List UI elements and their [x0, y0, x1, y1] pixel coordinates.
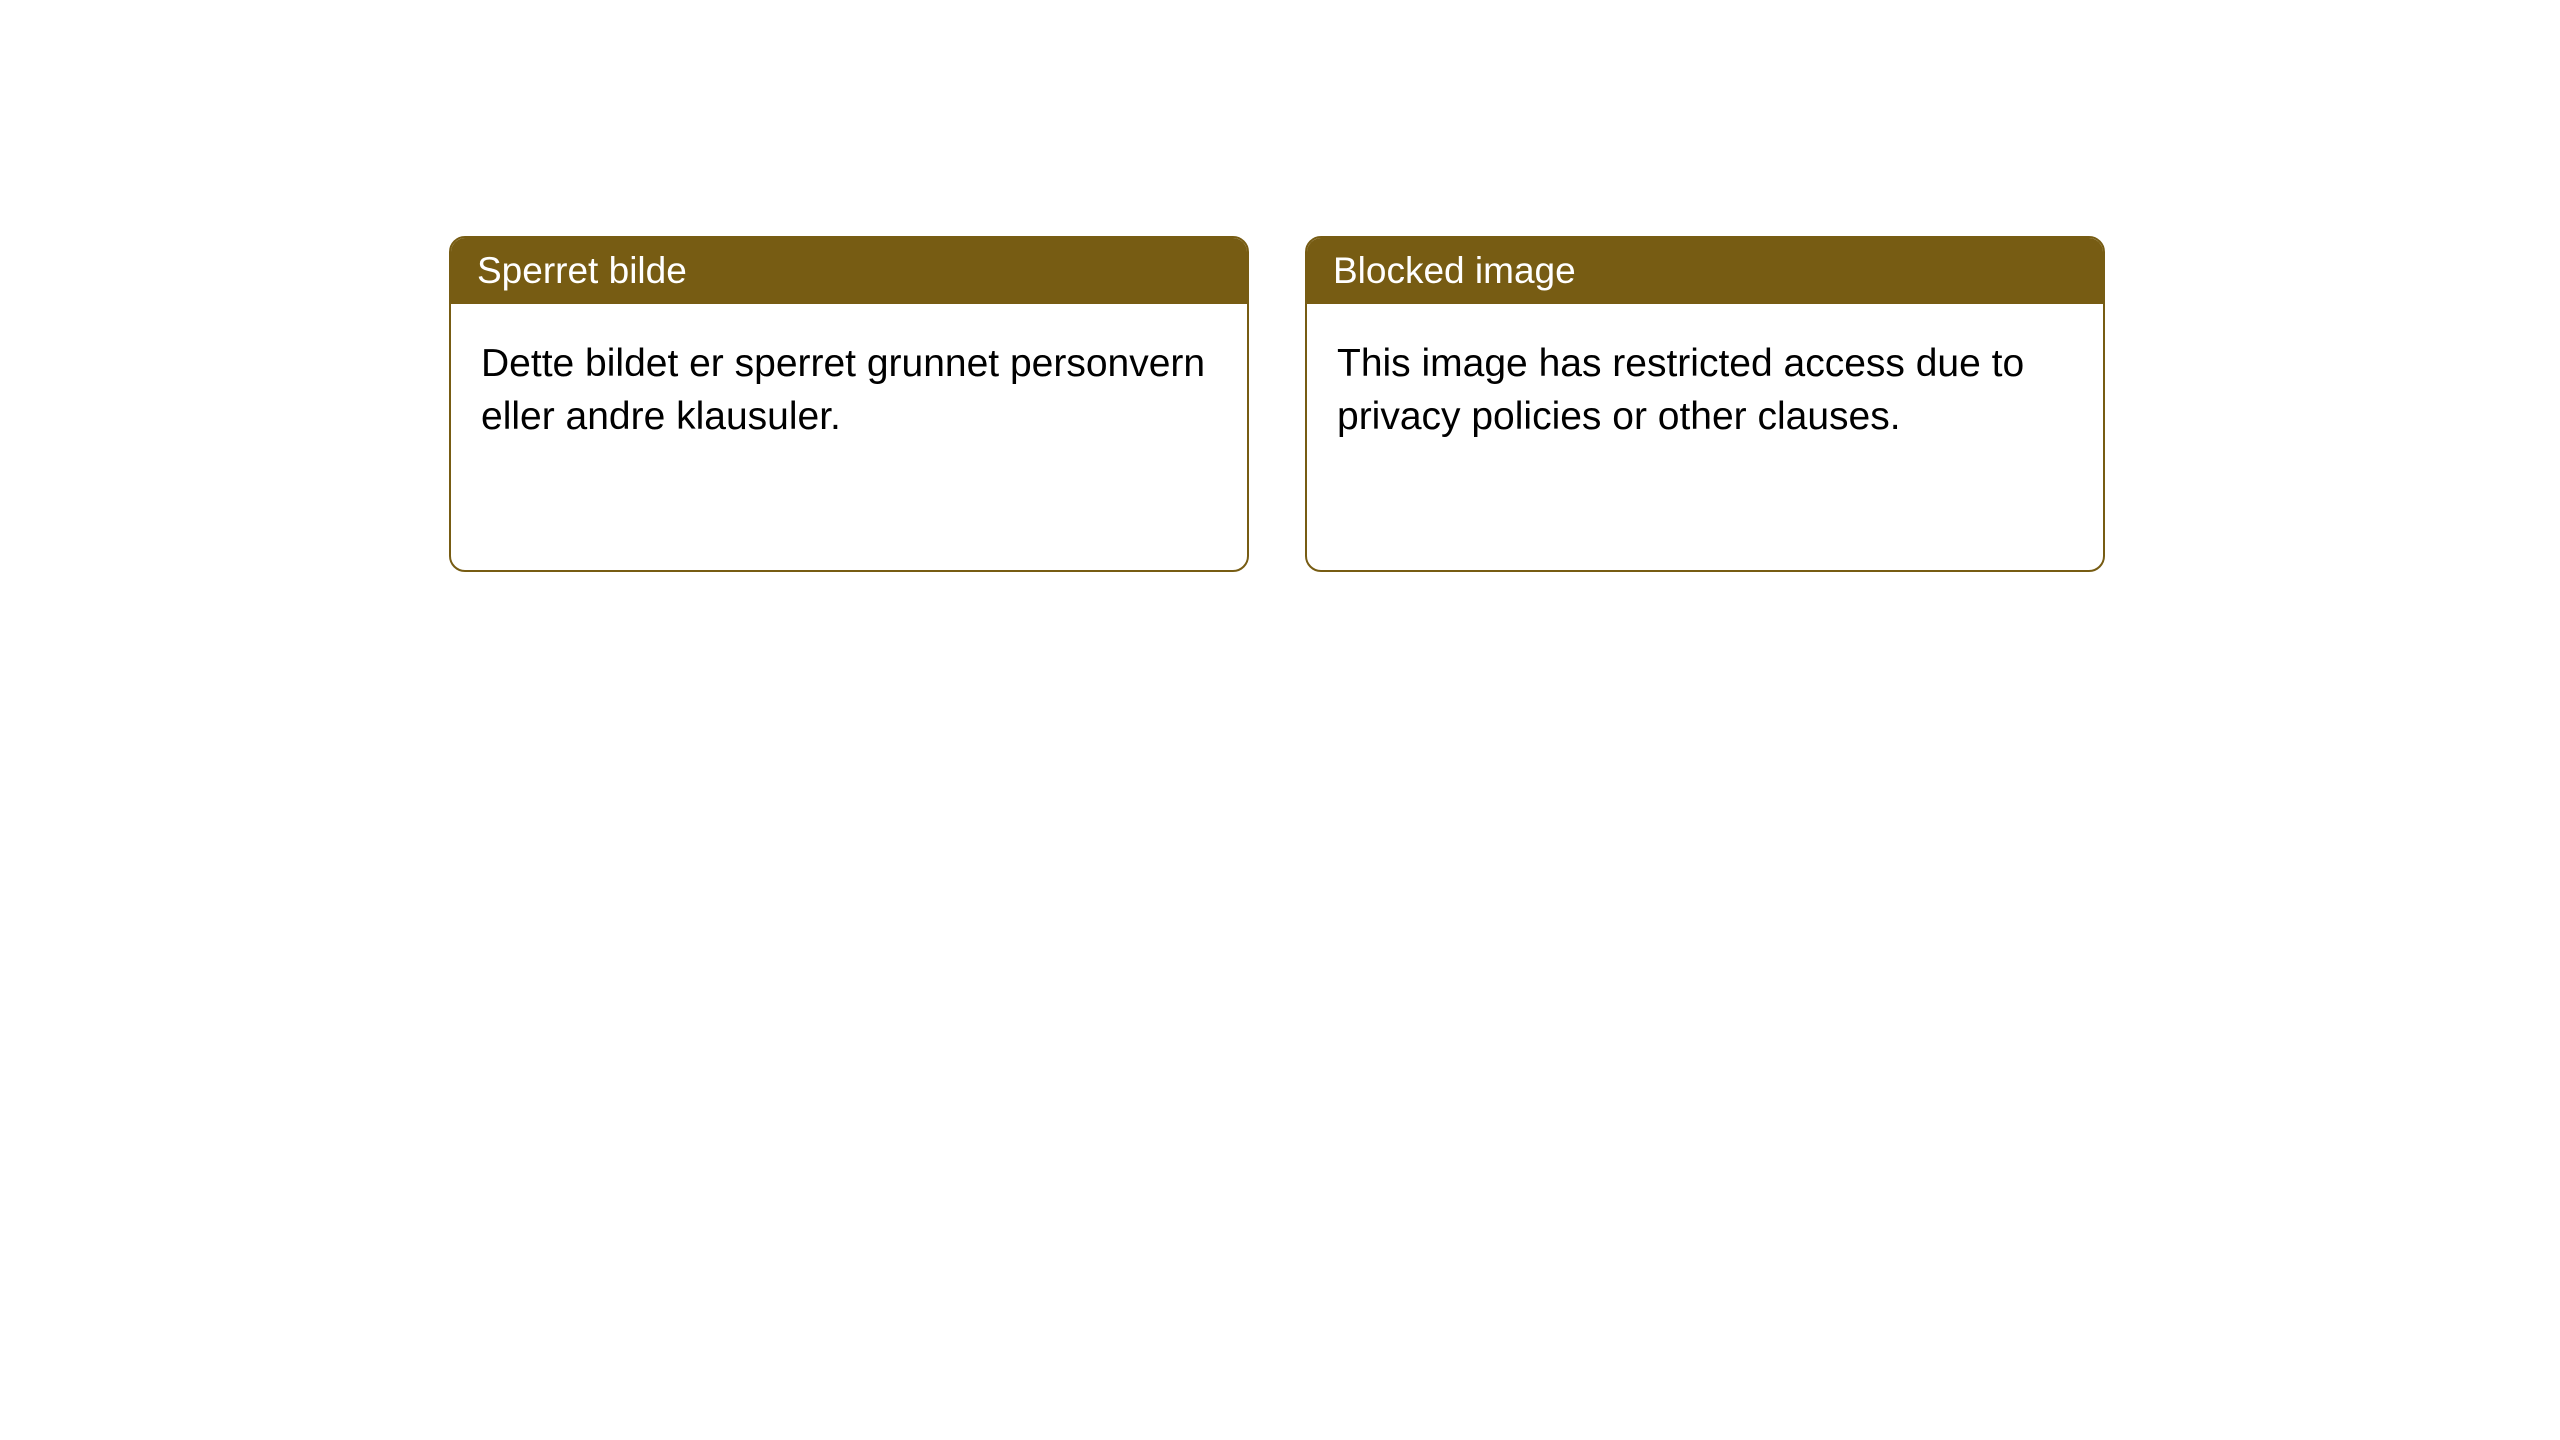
card-title: Blocked image: [1333, 250, 1576, 291]
notice-card-norwegian: Sperret bilde Dette bildet er sperret gr…: [449, 236, 1249, 572]
card-body: This image has restricted access due to …: [1307, 304, 2103, 477]
notice-card-english: Blocked image This image has restricted …: [1305, 236, 2105, 572]
card-body-text: Dette bildet er sperret grunnet personve…: [481, 342, 1205, 438]
card-header: Blocked image: [1307, 238, 2103, 304]
card-title: Sperret bilde: [477, 250, 687, 291]
card-body-text: This image has restricted access due to …: [1337, 342, 2024, 438]
card-body: Dette bildet er sperret grunnet personve…: [451, 304, 1247, 477]
notice-container: Sperret bilde Dette bildet er sperret gr…: [449, 236, 2105, 572]
card-header: Sperret bilde: [451, 238, 1247, 304]
